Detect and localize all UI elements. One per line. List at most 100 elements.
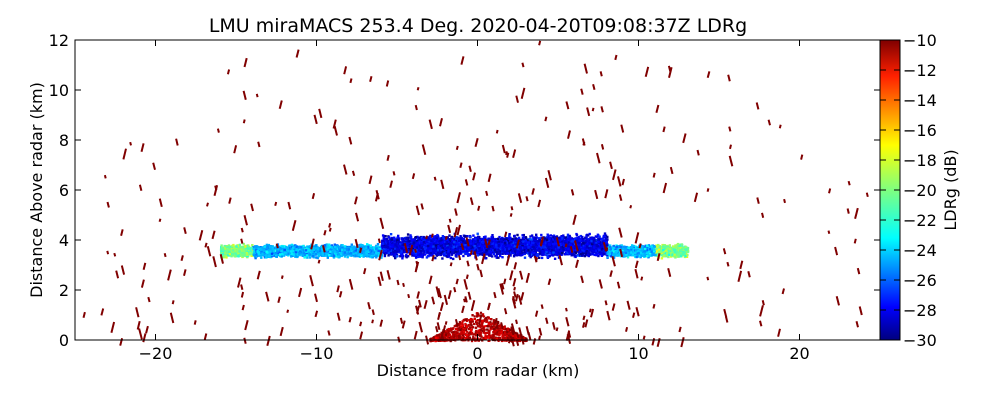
ldr-pixel bbox=[514, 237, 517, 240]
ldr-pixel bbox=[366, 243, 369, 246]
ldr-pixel bbox=[494, 255, 497, 258]
ldr-pixel bbox=[224, 245, 227, 248]
ldr-pixel bbox=[602, 235, 605, 238]
ldr-pixel bbox=[540, 233, 543, 237]
ldr-pixel bbox=[421, 239, 424, 242]
ldr-pixel bbox=[401, 251, 404, 254]
ldr-pixel bbox=[458, 237, 461, 240]
ldr-pixel bbox=[411, 249, 414, 252]
ldr-pixel bbox=[422, 243, 426, 246]
ldr-pixel bbox=[265, 243, 269, 247]
ldr-pixel bbox=[512, 255, 516, 258]
ldr-pixel bbox=[397, 234, 400, 238]
ldr-pixel bbox=[583, 254, 587, 258]
ldr-pixel bbox=[403, 236, 406, 240]
ldr-pixel bbox=[454, 253, 458, 257]
ldr-pixel bbox=[401, 238, 404, 241]
ldr-pixel bbox=[348, 254, 352, 257]
ldr-pixel bbox=[414, 256, 418, 259]
ldr-pixel bbox=[648, 245, 652, 248]
ldr-pixel bbox=[302, 254, 306, 258]
ldr-pixel bbox=[546, 253, 549, 256]
ldr-pixel bbox=[579, 254, 582, 257]
ldr-pixel bbox=[626, 256, 630, 259]
ldr-pixel bbox=[290, 243, 294, 247]
ldr-pixel bbox=[457, 250, 461, 253]
ldr-pixel bbox=[376, 243, 380, 246]
ldr-pixel bbox=[371, 246, 374, 249]
ldr-pixel bbox=[343, 255, 347, 258]
ldr-pixel bbox=[599, 237, 602, 241]
ldr-pixel bbox=[364, 245, 368, 248]
ldr-pixel bbox=[434, 252, 438, 256]
ldr-pixel bbox=[350, 243, 353, 246]
ldr-pixel bbox=[660, 257, 664, 260]
ldr-pixel bbox=[429, 236, 433, 239]
ldr-pixel bbox=[484, 235, 487, 238]
ldr-pixel bbox=[492, 240, 495, 243]
ldr-pixel bbox=[508, 234, 511, 237]
ldr-pixel bbox=[450, 238, 454, 241]
ldr-pixel bbox=[405, 256, 408, 259]
ldr-pixel bbox=[551, 252, 554, 256]
ldr-pixel bbox=[276, 248, 279, 251]
ldr-pixel bbox=[369, 255, 372, 259]
ldr-pixel bbox=[457, 253, 460, 256]
ldr-pixel bbox=[449, 256, 452, 260]
ldr-pixel bbox=[395, 253, 399, 257]
ldr-pixel bbox=[555, 235, 559, 238]
ldr-pixel bbox=[590, 250, 593, 253]
ldr-pixel bbox=[535, 233, 538, 236]
ldr-pixel bbox=[267, 243, 270, 247]
ldr-pixel bbox=[566, 251, 569, 255]
ldr-pixel bbox=[283, 245, 286, 248]
ldr-pixel bbox=[471, 248, 475, 251]
ldr-pixel bbox=[601, 240, 604, 243]
ldr-pixel bbox=[534, 249, 537, 253]
ldr-pixel bbox=[416, 240, 419, 243]
ldr-pixel bbox=[326, 256, 329, 259]
ldr-pixel bbox=[389, 233, 393, 236]
ldr-pixel bbox=[447, 255, 451, 258]
ldr-pixel bbox=[504, 246, 507, 249]
ldr-pixel bbox=[588, 232, 591, 236]
ldr-pixel bbox=[431, 254, 434, 257]
ldr-pixel bbox=[466, 235, 469, 238]
ldr-pixel bbox=[547, 234, 550, 238]
ldr-pixel bbox=[472, 234, 475, 237]
ldr-pixel bbox=[246, 244, 249, 248]
ldr-pixel bbox=[661, 243, 664, 247]
ldr-pixel bbox=[421, 256, 424, 259]
ldr-pixel bbox=[227, 244, 231, 247]
ldr-pixel bbox=[325, 243, 328, 246]
ldr-pixel bbox=[668, 244, 671, 247]
ldr-pixel bbox=[538, 256, 541, 259]
ldr-pixel bbox=[606, 235, 609, 239]
ldr-pixel bbox=[429, 234, 432, 238]
ldr-pixel bbox=[292, 244, 295, 247]
ldr-pixel bbox=[476, 254, 479, 257]
ldr-pixel bbox=[560, 246, 563, 249]
ldr-pixel bbox=[382, 236, 386, 240]
ldr-pixel bbox=[558, 252, 561, 255]
ldr-pixel bbox=[532, 250, 535, 253]
ldr-pixel bbox=[434, 256, 437, 260]
ldr-pixel bbox=[439, 253, 443, 257]
ldr-pixel bbox=[441, 257, 444, 260]
ldr-pixel bbox=[606, 255, 609, 258]
ldr-pixel bbox=[489, 253, 492, 257]
ldr-pixel bbox=[575, 234, 579, 237]
ldr-pixel bbox=[553, 257, 557, 260]
ldr-pixel bbox=[543, 247, 547, 250]
ldr-pixel bbox=[667, 255, 670, 259]
ldr-pixel bbox=[285, 245, 288, 249]
ldr-pixel bbox=[382, 238, 385, 241]
ldr-pixel bbox=[260, 256, 263, 259]
ldr-pixel bbox=[397, 239, 401, 242]
ldr-pixel bbox=[273, 254, 276, 257]
ldr-pixel bbox=[566, 233, 570, 236]
ldr-pixel bbox=[482, 236, 486, 239]
ldr-pixel bbox=[605, 239, 608, 243]
ldr-pixel bbox=[394, 256, 397, 260]
ldr-pixel bbox=[578, 252, 581, 255]
